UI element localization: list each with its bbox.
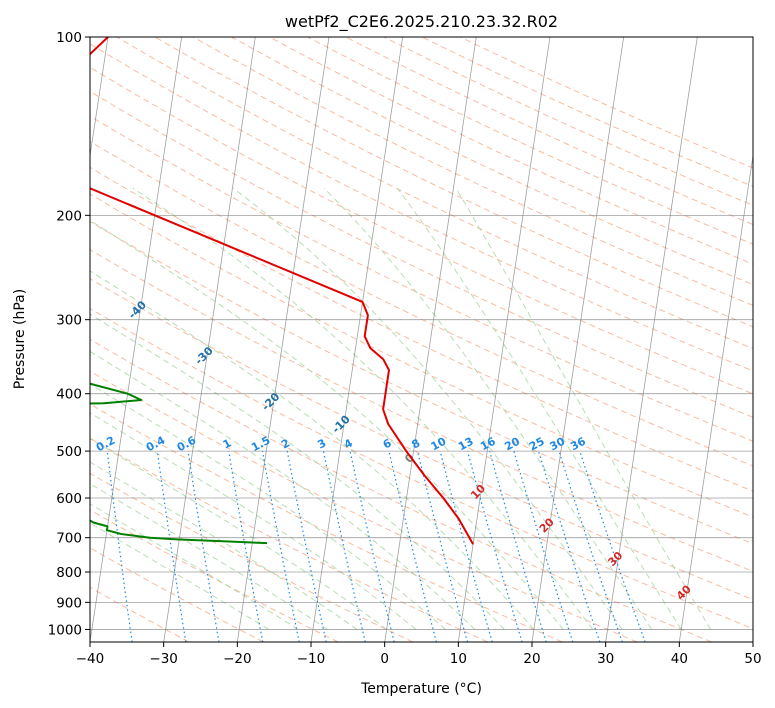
isotherm-line xyxy=(605,37,698,642)
y-tick-label: 600 xyxy=(56,491,82,507)
y-tick-label: 200 xyxy=(56,208,82,224)
y-axis: 100 200 300 400 500 600 700 800 900 1000 xyxy=(48,30,90,638)
moist-adiabat xyxy=(90,412,417,630)
moist-adiabat xyxy=(323,187,653,630)
x-tick-label: 10 xyxy=(450,651,467,667)
x-tick-label: −10 xyxy=(297,651,326,667)
mixing-ratio-line xyxy=(187,451,220,642)
y-tick-label: 300 xyxy=(56,313,82,329)
isotherm-line xyxy=(90,37,183,642)
dry-adiabat xyxy=(90,509,339,642)
isotherm-line xyxy=(310,37,404,642)
x-tick-label: 0 xyxy=(380,651,389,667)
isotherm-line xyxy=(531,37,625,642)
isotherm-line xyxy=(90,37,109,159)
dry-adiabat xyxy=(90,193,753,518)
moist-adiabat xyxy=(90,270,535,630)
isotherm-line xyxy=(752,639,753,642)
dry-adiabat xyxy=(90,43,753,372)
isotherm-line xyxy=(236,37,330,642)
moist-adiabat xyxy=(90,437,387,630)
y-tick-label: 400 xyxy=(56,387,82,403)
mixing-ratio-label: 13 xyxy=(456,435,476,454)
y-tick-label: 700 xyxy=(56,531,82,547)
moist-adiabat xyxy=(396,187,682,630)
plot-background xyxy=(90,37,753,642)
y-tick-label: 500 xyxy=(56,444,82,460)
dry-adiabat xyxy=(90,547,264,642)
temperature-profile-line xyxy=(90,37,474,545)
y-tick-label: 800 xyxy=(56,565,82,581)
mixing-ratio-line xyxy=(439,450,493,642)
x-tick-label: 40 xyxy=(671,651,688,667)
dry-adiabat xyxy=(90,166,753,492)
mixing-ratio-label: 20 xyxy=(502,435,522,454)
moist-adiabat xyxy=(232,187,623,630)
mixing-ratio-label: 16 xyxy=(478,435,498,454)
moist-adiabat xyxy=(455,187,712,630)
dry-adiabat xyxy=(90,220,753,545)
isotherm-line xyxy=(384,37,477,642)
moist-adiabat xyxy=(90,219,564,630)
mixing-ratio-line xyxy=(156,451,187,642)
moist-adiabat xyxy=(90,313,505,630)
dry-adiabat xyxy=(90,370,638,642)
isotherm-line xyxy=(163,37,256,642)
mixing-ratio-line xyxy=(228,450,264,642)
dry-adiabat xyxy=(90,403,563,642)
mixing-ratio-line xyxy=(106,451,133,642)
x-axis-label: Temperature (°C) xyxy=(360,681,482,697)
y-tick-label: 100 xyxy=(56,30,82,46)
mixing-ratio-label: 10 xyxy=(429,435,449,454)
y-axis-label: Pressure (hPa) xyxy=(12,289,28,389)
isotherm-line xyxy=(678,153,753,642)
mixing-ratio-label: 25 xyxy=(527,435,547,454)
moist-adiabat xyxy=(90,383,446,630)
x-tick-label: 50 xyxy=(744,651,761,667)
mixing-ratio-label: 36 xyxy=(568,435,588,454)
dry-adiabat xyxy=(90,115,753,442)
mixing-ratio-line xyxy=(489,450,547,642)
x-tick-label: 30 xyxy=(597,651,614,667)
moist-adiabat xyxy=(132,187,594,630)
dry-adiabat xyxy=(90,308,753,630)
x-tick-label: −30 xyxy=(149,651,178,667)
moist-adiabat xyxy=(90,350,476,630)
mixing-ratio-label: 30 xyxy=(548,435,568,454)
isotherm-line xyxy=(457,37,551,642)
mixing-ratio-line xyxy=(466,450,523,642)
dry-adiabat xyxy=(192,37,753,307)
x-tick-label: −20 xyxy=(223,651,252,667)
sounding-profiles xyxy=(90,37,474,545)
y-tick-label: 1000 xyxy=(48,622,82,638)
y-tick-label: 900 xyxy=(56,595,82,611)
mixing-ratio-line xyxy=(513,450,574,642)
x-tick-label: 20 xyxy=(523,651,540,667)
moist-adiabat xyxy=(90,503,299,630)
moist-adiabat xyxy=(90,461,358,630)
dry-adiabat xyxy=(90,278,753,601)
chart-title: wetPf2_C2E6.2025.210.23.32.R02 xyxy=(285,12,558,32)
background-lines xyxy=(90,37,753,642)
dry-adiabat xyxy=(90,140,753,467)
dry-adiabat xyxy=(90,249,753,572)
plot-frame xyxy=(89,36,754,643)
x-axis: −40 −30 −20 −10 0 10 20 30 40 50 xyxy=(76,642,762,667)
dry-adiabat xyxy=(90,66,753,395)
mixing-ratio-line xyxy=(538,450,601,642)
x-tick-label: −40 xyxy=(76,651,105,667)
moist-adiabat xyxy=(90,522,269,630)
